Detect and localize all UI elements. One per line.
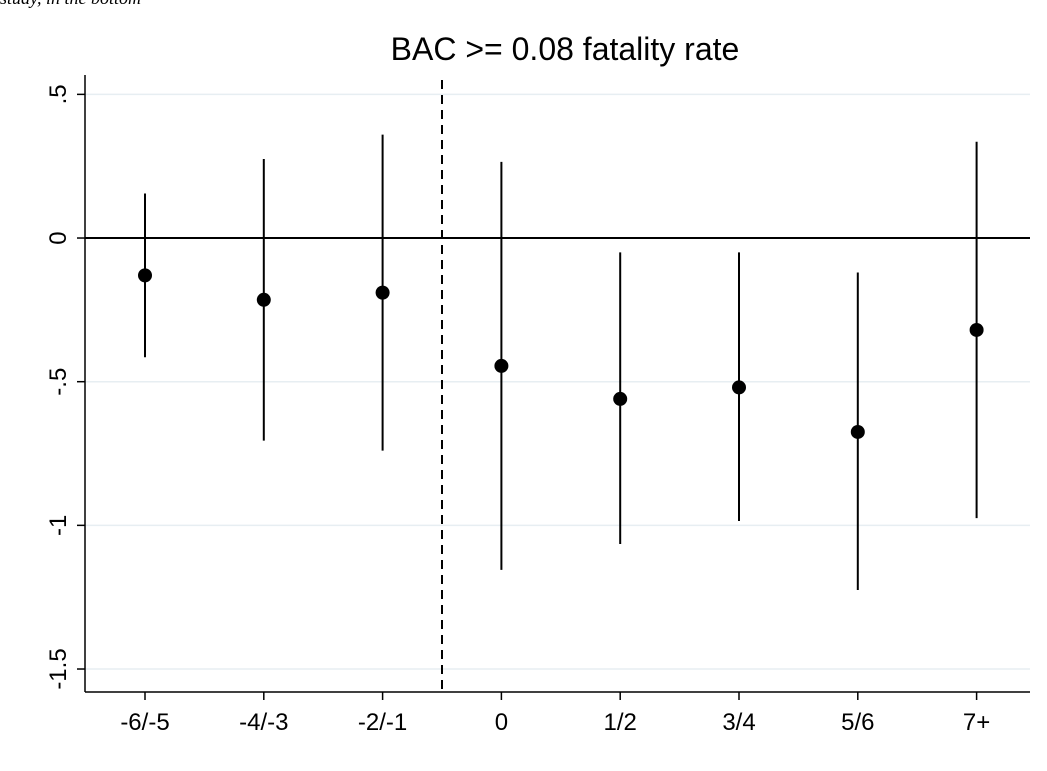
y-tick-label-0: .5 [45, 84, 72, 104]
point-estimate-1 [256, 292, 271, 307]
point-estimate-4 [613, 391, 628, 406]
y-tick-label-1: 0 [45, 231, 72, 244]
point-estimate-6 [850, 424, 865, 439]
x-tick-label-2: -2/-1 [358, 709, 407, 736]
x-tick-label-4: 1/2 [604, 709, 637, 736]
x-tick-label-6: 5/6 [841, 709, 874, 736]
chart-title: BAC >= 0.08 fatality rate [391, 31, 740, 67]
tick-labels: .5 0 -.5 -1 -1.5 -6/-5 -4/-3 -2/-1 0 1/2 3/4 5/6 7+ [45, 84, 990, 736]
point-estimate-3 [494, 358, 509, 373]
x-tick-label-1: -4/-3 [239, 709, 288, 736]
x-tick-label-7: 7+ [963, 709, 990, 736]
gridlines [85, 93, 1030, 670]
estimates [138, 134, 984, 590]
point-estimate-5 [732, 380, 746, 395]
y-tick-label-3: -1 [45, 515, 72, 536]
x-tick-label-5: 3/4 [722, 709, 755, 736]
x-tick-label-0: -6/-5 [120, 709, 169, 736]
point-estimate-7 [969, 322, 984, 337]
point-estimate-2 [375, 285, 390, 300]
point-estimate-0 [138, 268, 152, 283]
top-caption: study, in the bottom [0, 0, 141, 9]
y-tick-label-4: -1.5 [45, 648, 72, 689]
y-tick-label-2: -.5 [45, 368, 72, 396]
axes [77, 75, 1030, 700]
x-tick-label-3: 0 [495, 709, 508, 736]
